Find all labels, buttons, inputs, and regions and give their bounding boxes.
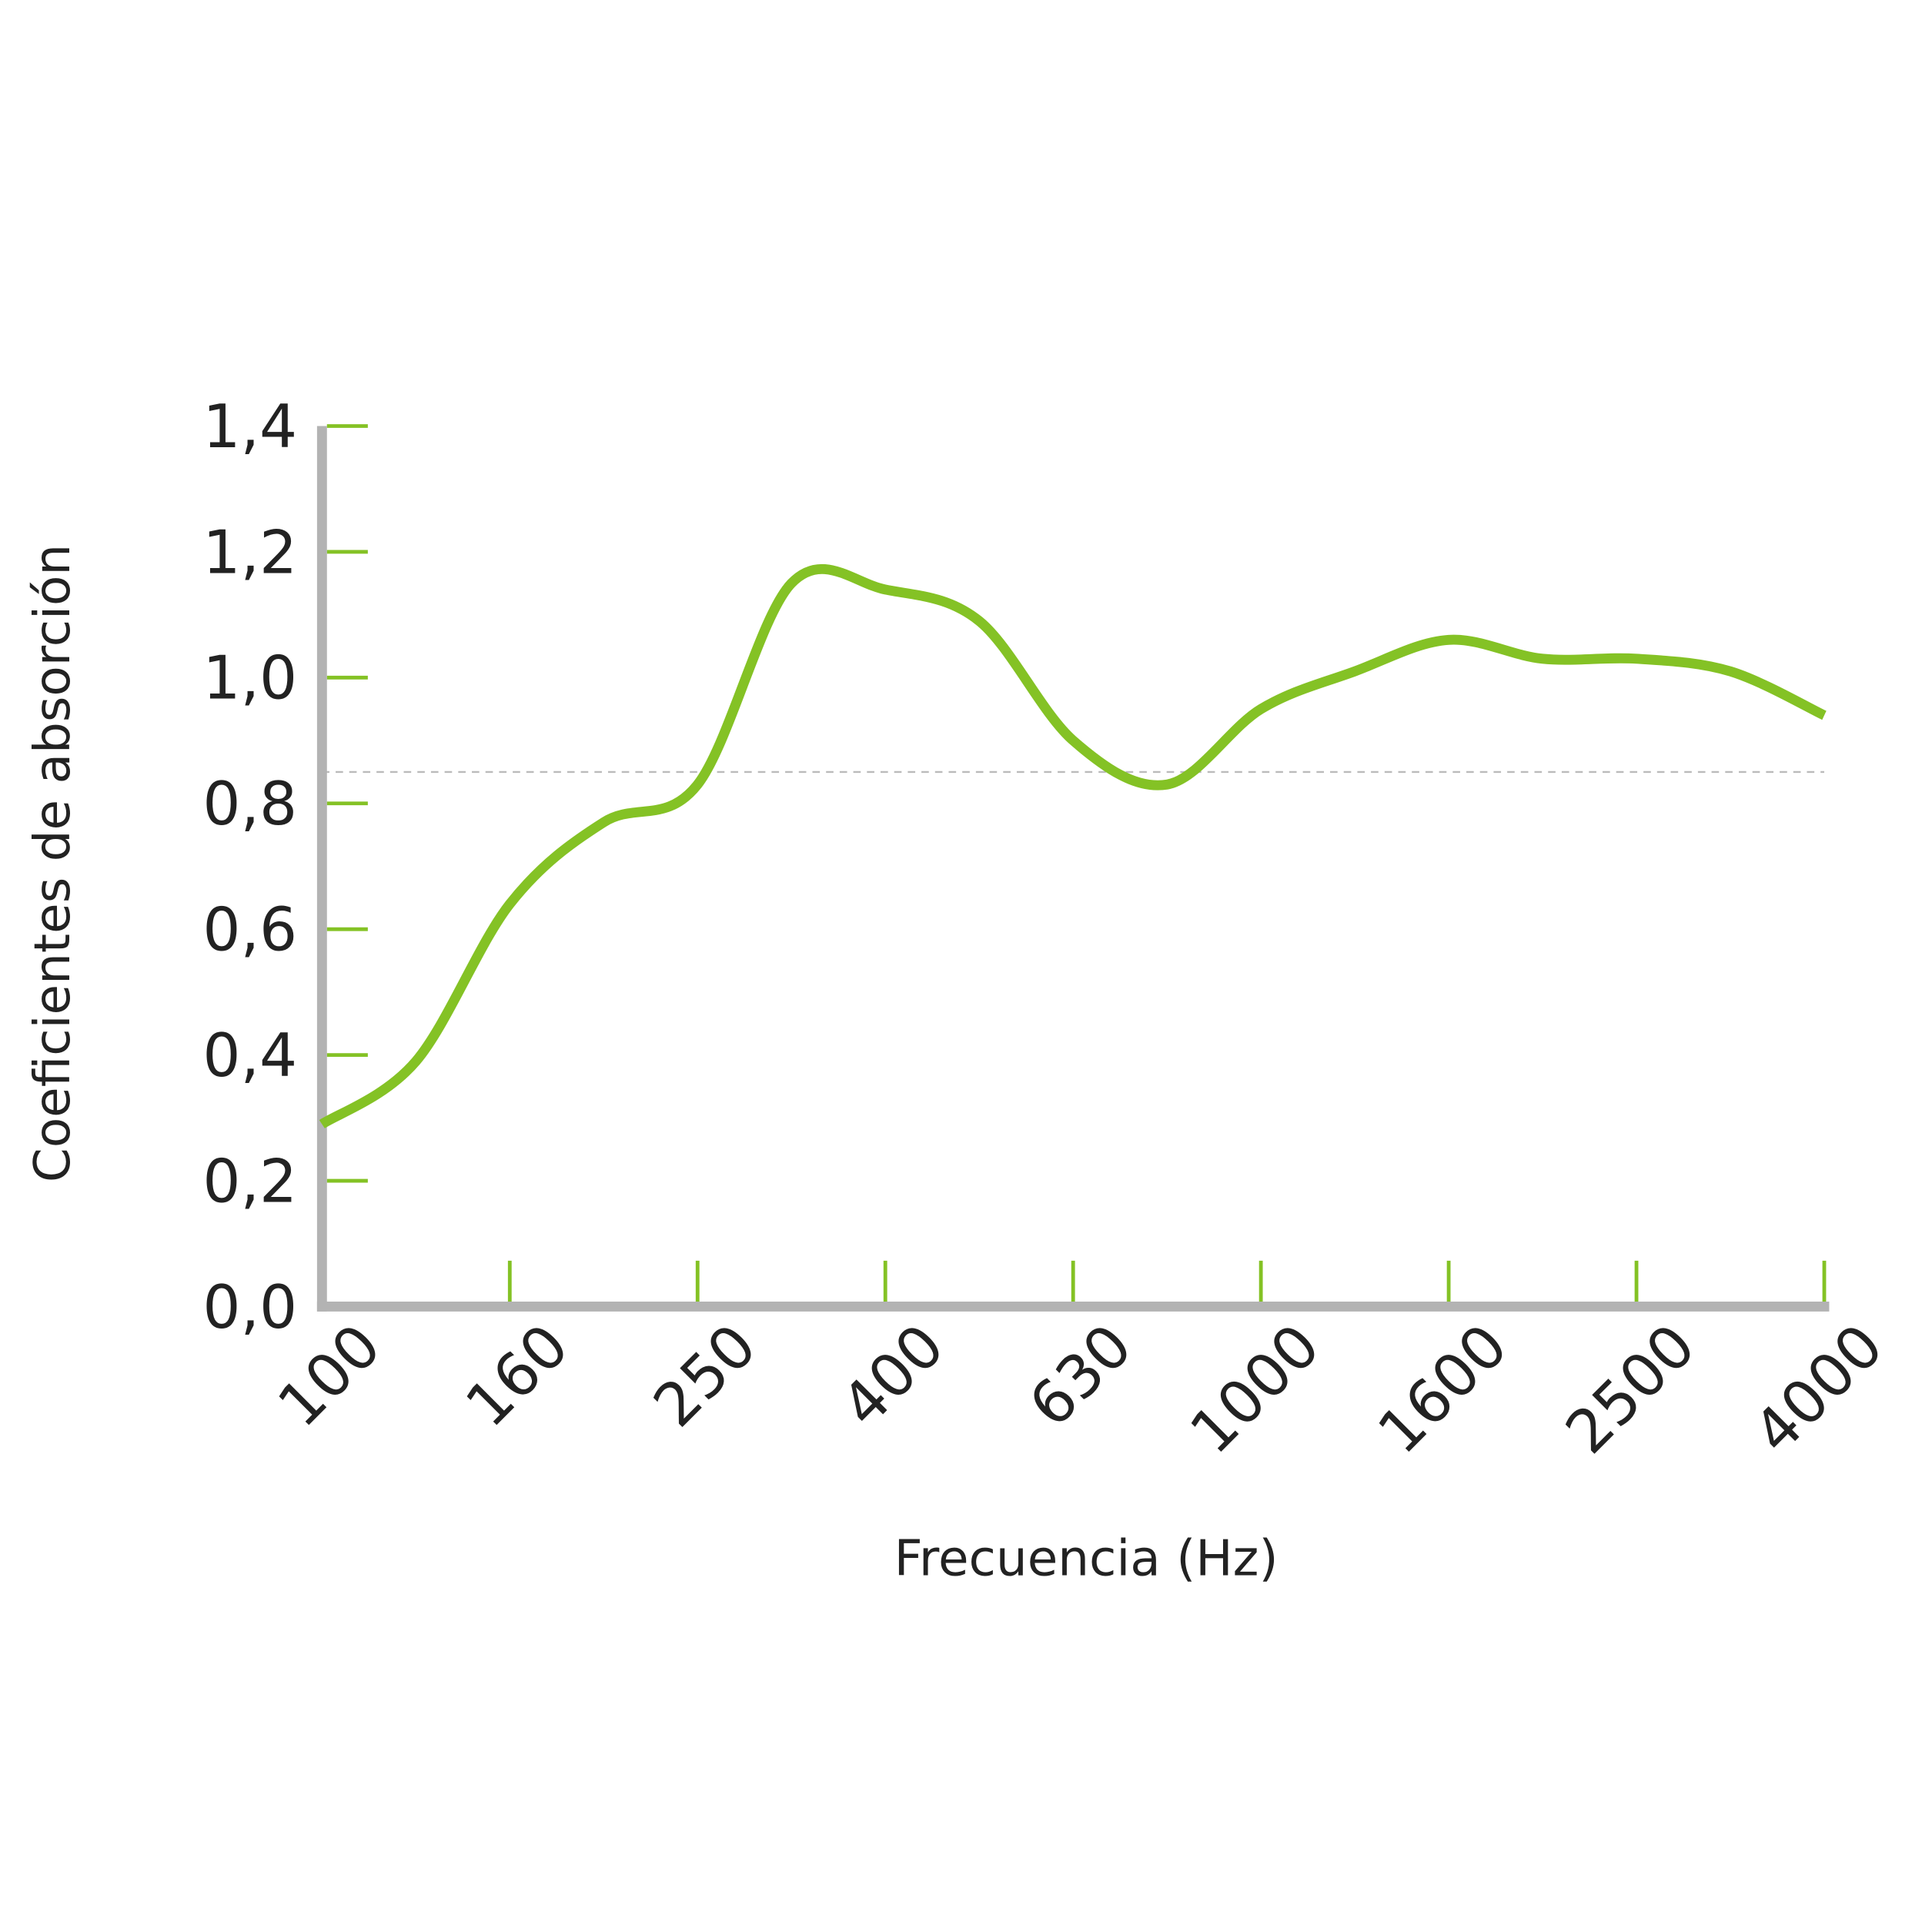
y-tick-label: 1,0 <box>202 644 297 714</box>
x-tick-label: 1600 <box>1365 1312 1521 1468</box>
y-axis-label: Coeficientes de absorción <box>24 544 82 1182</box>
x-tick-label: 160 <box>453 1312 582 1441</box>
y-tick-label: 0,2 <box>202 1147 297 1216</box>
x-tick-label: 630 <box>1016 1312 1145 1441</box>
y-tick-label: 0,4 <box>202 1021 297 1091</box>
x-axis-label: Frecuencia (Hz) <box>894 1530 1279 1588</box>
y-tick-label: 1,2 <box>202 518 297 587</box>
x-tick-label: 250 <box>640 1312 770 1441</box>
y-tick-label: 0,6 <box>202 896 297 965</box>
x-tick-label: 1000 <box>1177 1312 1333 1468</box>
y-tick-label: 1,4 <box>202 393 297 462</box>
x-tick-label: 2500 <box>1553 1312 1709 1468</box>
x-tick-label: 400 <box>828 1312 958 1441</box>
y-tick-label: 0,8 <box>202 770 297 839</box>
x-tick-label: 4000 <box>1740 1312 1897 1468</box>
line-series <box>319 563 1827 1128</box>
y-tick-label: 0,0 <box>202 1273 297 1342</box>
